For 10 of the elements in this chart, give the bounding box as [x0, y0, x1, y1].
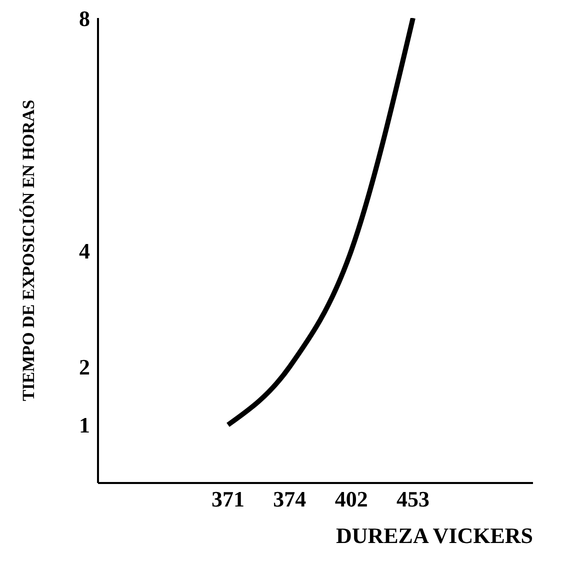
x-tick-label: 371 — [212, 486, 244, 512]
y-tick-label: 2 — [79, 354, 90, 380]
x-tick-label: 402 — [334, 486, 368, 512]
x-tick-label: 453 — [396, 486, 430, 512]
y-tick-label: 8 — [79, 6, 90, 31]
y-axis-title: TIEMPO DE EXPOSICIÓN EN HORAS — [19, 100, 38, 402]
x-tick-label: 374 — [273, 486, 306, 512]
y-tick-label: 4 — [79, 238, 90, 264]
y-tick-label: 1 — [79, 412, 90, 438]
x-axis-title: DUREZA VICKERS — [336, 523, 533, 548]
